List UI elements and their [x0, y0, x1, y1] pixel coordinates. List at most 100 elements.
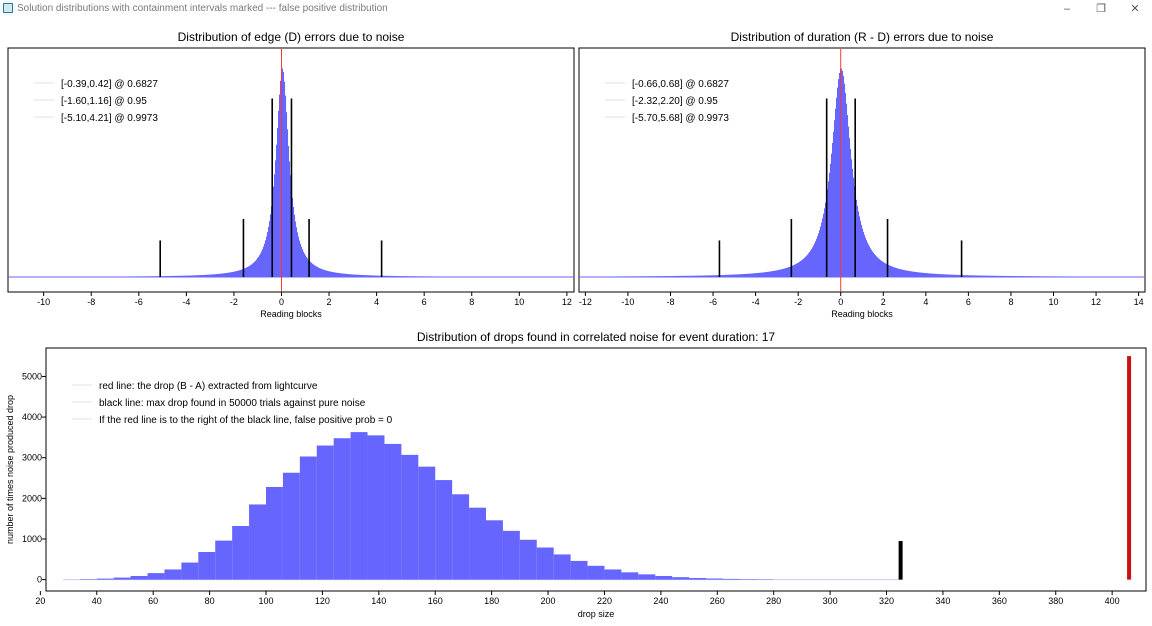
histogram-bar-0: [384, 275, 386, 277]
histogram-bar-1: [663, 276, 665, 277]
histogram-bar-0: [166, 276, 168, 277]
close-button[interactable]: ✕: [1130, 3, 1140, 15]
histogram-bar-1: [759, 272, 761, 277]
histogram-bar-0: [130, 276, 132, 277]
minimize-button[interactable]: –: [1063, 3, 1071, 15]
histogram-bar-1: [1006, 275, 1008, 277]
histogram-bar-0: [355, 274, 357, 277]
histogram-bar-0: [227, 272, 229, 277]
x-tick-label-0: 8: [469, 297, 474, 307]
histogram-bar-0: [436, 276, 438, 277]
drop-histogram-bar: [299, 456, 317, 580]
histogram-bar-0: [215, 274, 217, 277]
histogram-bar-0: [432, 276, 434, 277]
histogram-bar-1: [994, 275, 996, 277]
histogram-bar-1: [1067, 276, 1069, 277]
histogram-bar-0: [228, 272, 230, 277]
histogram-bar-0: [302, 249, 304, 277]
histogram-bar-1: [1036, 276, 1038, 277]
histogram-bar-1: [991, 275, 993, 277]
histogram-bar-1: [765, 272, 767, 277]
histogram-bar-0: [235, 271, 237, 277]
histogram-bar-1: [811, 249, 813, 277]
histogram-bar-1: [1028, 276, 1030, 277]
histogram-bar-0: [125, 276, 127, 277]
histogram-bar-0: [418, 276, 420, 277]
histogram-bar-1: [792, 265, 794, 277]
histogram-bar-0: [283, 72, 285, 277]
histogram-bar-0: [186, 275, 188, 277]
drop-histogram-bar: [266, 486, 283, 580]
histogram-bar-1: [886, 263, 888, 277]
histogram-bar-0: [274, 174, 276, 277]
histogram-bar-0: [221, 273, 223, 277]
histogram-bar-0: [437, 276, 439, 277]
histogram-bar-0: [226, 272, 228, 277]
histogram-bar-1: [620, 276, 622, 277]
histogram-bar-1: [623, 276, 625, 277]
histogram-bar-1: [845, 93, 847, 277]
histogram-bar-0: [387, 275, 389, 277]
histogram-bar-1: [1019, 276, 1021, 277]
histogram-bar-0: [194, 275, 196, 277]
histogram-bar-0: [214, 274, 216, 277]
histogram-bar-0: [395, 275, 397, 277]
histogram-bar-1: [830, 163, 832, 277]
histogram-bar-1: [901, 269, 903, 277]
drop-histogram-bar: [249, 504, 266, 580]
histogram-bar-0: [262, 249, 264, 277]
histogram-bar-0: [346, 273, 348, 277]
histogram-bar-1: [608, 276, 610, 277]
histogram-bar-0: [319, 268, 321, 277]
drop-histogram-bar: [316, 445, 334, 580]
histogram-bar-1: [949, 274, 951, 277]
histogram-bar-0: [303, 251, 305, 277]
histogram-bar-0: [134, 276, 136, 277]
x-axis-label-1: Reading blocks: [831, 309, 893, 319]
histogram-bar-1: [797, 263, 799, 277]
x-tick-label-2: 80: [205, 596, 215, 606]
histogram-bar-0: [168, 276, 170, 277]
histogram-bar-0: [301, 246, 303, 277]
histogram-bar-1: [743, 274, 745, 277]
histogram-bar-1: [918, 272, 920, 277]
histogram-bar-1: [859, 216, 861, 277]
histogram-bar-1: [825, 202, 827, 277]
histogram-bar-0: [409, 276, 411, 277]
histogram-bar-1: [609, 276, 611, 277]
histogram-bar-1: [761, 272, 763, 277]
histogram-bar-1: [617, 276, 619, 277]
histogram-bar-1: [841, 68, 843, 277]
histogram-bar-0: [152, 276, 154, 277]
histogram-bar-1: [784, 268, 786, 277]
y-tick-label-2: 0: [37, 575, 42, 585]
histogram-bar-0: [149, 276, 151, 277]
histogram-bar-1: [866, 240, 868, 277]
histogram-bar-0: [340, 273, 342, 277]
x-axis-label-0: Reading blocks: [260, 309, 322, 319]
histogram-bar-1: [1044, 276, 1046, 277]
x-tick-label-1: 8: [1008, 297, 1013, 307]
histogram-bar-1: [924, 272, 926, 277]
histogram-bar-1: [777, 270, 779, 277]
histogram-bar-0: [206, 274, 208, 277]
histogram-bar-1: [864, 234, 866, 277]
histogram-bar-1: [978, 275, 980, 277]
histogram-bar-0: [439, 276, 441, 277]
histogram-bar-1: [1048, 276, 1050, 277]
histogram-bar-1: [660, 276, 662, 277]
histogram-bar-1: [946, 274, 948, 277]
histogram-bar-0: [310, 261, 312, 277]
histogram-bar-1: [970, 275, 972, 277]
histogram-bar-1: [682, 275, 684, 277]
restore-button[interactable]: ❐: [1096, 3, 1106, 15]
drop-histogram-bar: [536, 547, 554, 580]
histogram-bar-1: [755, 273, 757, 277]
histogram-bar-1: [848, 126, 850, 278]
histogram-bar-0: [394, 275, 396, 277]
histogram-bar-1: [928, 273, 930, 277]
histogram-bar-1: [913, 271, 915, 277]
histogram-bar-1: [871, 249, 873, 277]
histogram-bar-1: [605, 276, 607, 277]
drop-histogram-bar: [519, 539, 537, 580]
